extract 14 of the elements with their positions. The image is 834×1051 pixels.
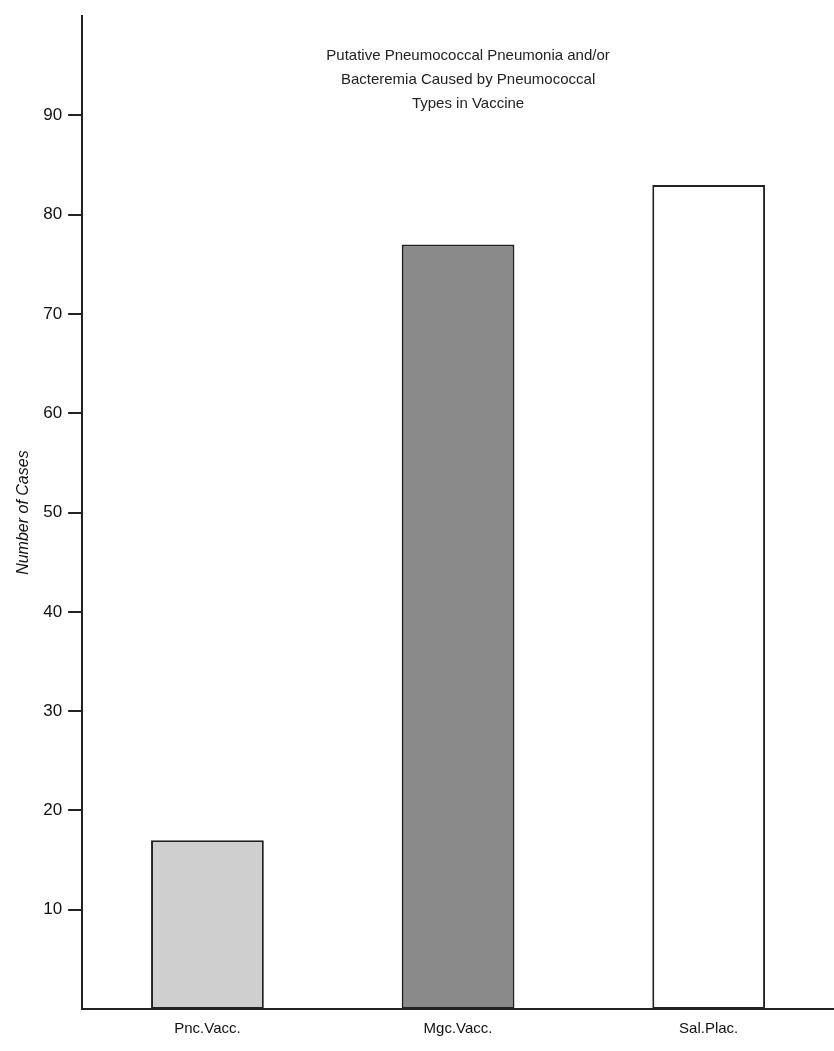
y-tick-label: 80 — [43, 204, 63, 224]
x-tick-label: Mgc.Vacc. — [423, 1019, 493, 1037]
y-tick-label: 20 — [43, 800, 63, 820]
x-tick-label: Sal.Plac. — [679, 1019, 739, 1037]
y-tick-label: 10 — [43, 899, 63, 919]
x-tick-label: Pnc.Vacc. — [174, 1019, 241, 1037]
y-axis-title: Number of Cases — [14, 450, 32, 575]
text: Putative Pneumococcal Pneumonia and/or Bacteremia Caused by Pneumococcal Types in Vaccine — [326, 46, 610, 112]
y-tick-label: 90 — [43, 105, 63, 125]
y-tick-label: 40 — [43, 601, 63, 621]
y-tick-label: 50 — [43, 502, 63, 522]
y-tick-label: 70 — [43, 303, 63, 323]
y-tick-label: 30 — [43, 700, 63, 720]
y-tick-label: 60 — [43, 403, 63, 423]
